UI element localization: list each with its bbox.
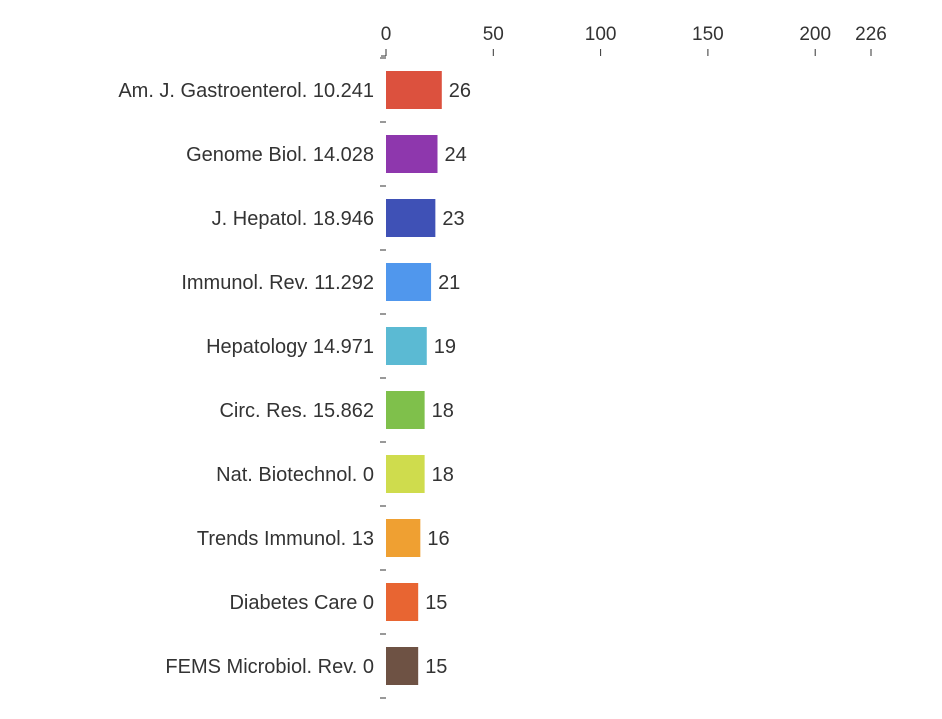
x-tick-label: 100 [585,24,617,45]
category-label: Nat. Biotechnol. 0 [216,464,374,486]
category-label: Immunol. Rev. 11.292 [181,272,374,294]
bars [386,71,442,685]
bar [386,199,436,237]
value-label: 15 [425,656,447,678]
bar [386,263,432,301]
x-tick-label: 150 [692,24,724,45]
value-label: 19 [434,336,456,358]
value-label: 26 [449,80,471,102]
bar [386,71,442,109]
bar [386,647,419,685]
x-tick-label: 200 [799,24,831,45]
bar [386,583,419,621]
value-label: 24 [445,144,467,166]
value-label: 18 [432,400,454,422]
x-tick-label: 50 [483,24,504,45]
category-label: Circ. Res. 15.862 [219,400,374,422]
category-label: Hepatology 14.971 [206,336,374,358]
bar [386,519,421,557]
x-tick-label: 226 [855,24,887,45]
value-label: 15 [425,592,447,614]
category-label: J. Hepatol. 18.946 [212,208,374,230]
category-label: Diabetes Care 0 [229,592,374,614]
category-label: Genome Biol. 14.028 [186,144,374,166]
bar [386,391,425,429]
x-tick-label: 0 [381,24,392,45]
value-label: 16 [427,528,449,550]
x-axis: 0 50 100 150 200 226 [381,24,887,57]
value-label: 21 [438,272,460,294]
category-label: FEMS Microbiol. Rev. 0 [165,656,374,678]
value-label: 23 [442,208,464,230]
value-labels: 26 24 23 21 19 18 18 16 15 15 [425,80,471,678]
category-axis: Am. J. Gastroenterol. 10.241 Genome Biol.… [118,57,386,699]
bar [386,455,425,493]
category-label: Am. J. Gastroenterol. 10.241 [118,80,374,102]
category-label: Trends Immunol. 13 [197,528,374,550]
value-label: 18 [432,464,454,486]
bar [386,327,427,365]
bar [386,135,438,173]
